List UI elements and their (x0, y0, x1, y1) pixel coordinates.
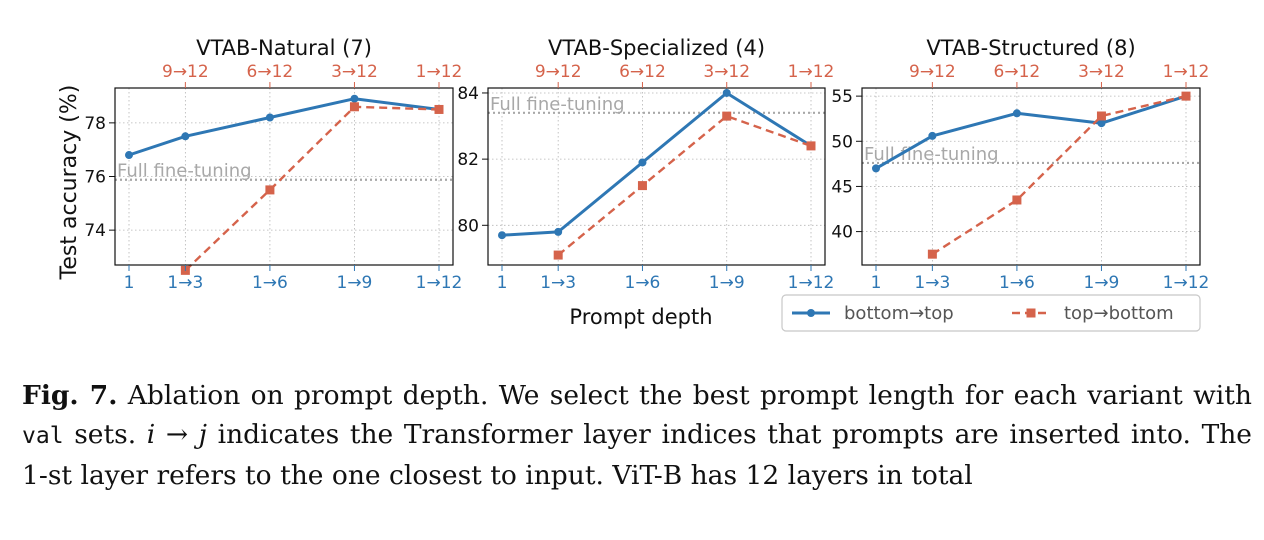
caption-math-i-to-j: i → j (146, 419, 207, 450)
plot-frame (487, 87, 826, 266)
x-tick-label-bottom: 1→6 (252, 273, 288, 293)
x-tick-label-top: 9→12 (909, 62, 956, 82)
y-tick-label: 45 (831, 177, 853, 197)
legend-marker-top-bottom (1026, 308, 1036, 318)
y-tick-label: 50 (831, 132, 853, 152)
x-tick-label-top: 1→12 (788, 62, 835, 82)
data-point-bottom-top (125, 151, 133, 160)
panel-1: 74 76 78 Full fine-tuning 1 1→3 1→6 1→9 1→12 9→12… (84, 36, 462, 293)
x-tick-label-bottom: 1 (124, 273, 135, 293)
panel-3: 40 45 50 55 Full fine-tuning 1 1→3 1→6 1→9 1→12 9→… (831, 36, 1209, 293)
y-tick-label: 74 (84, 221, 106, 241)
y-tick-label: 40 (831, 223, 853, 243)
x-tick-label-top: 9→12 (162, 62, 209, 82)
figure-caption: Fig. 7. Ablation on prompt depth. We sel… (22, 376, 1252, 495)
full-fine-tuning-label: Full fine-tuning (490, 94, 625, 115)
full-fine-tuning-label: Full fine-tuning (864, 144, 999, 165)
caption-code-val: val (22, 423, 64, 449)
data-point-bottom-top (498, 231, 506, 240)
data-point-top-bottom (1012, 195, 1022, 205)
x-tick-label-top: 3→12 (331, 62, 378, 82)
y-tick-label: 82 (457, 150, 479, 170)
plot-frame (861, 87, 1201, 266)
y-tick-label: 55 (831, 87, 853, 107)
legend-label-top-bottom: top→bottom (1064, 303, 1174, 324)
x-tick-label-bottom: 1→3 (914, 273, 950, 293)
legend: bottom→top top→bottom (781, 294, 1201, 332)
data-point-bottom-top (181, 132, 190, 141)
data-point-bottom-top (722, 88, 731, 97)
data-point-bottom-top (1012, 109, 1021, 118)
x-tick-label-bottom: 1→3 (540, 273, 576, 293)
x-tick-label-bottom: 1→9 (709, 273, 745, 293)
legend-marker-bottom-top (807, 309, 815, 317)
series-line-top-bottom (931, 94, 1187, 256)
legend-label-bottom-top: bottom→top (844, 303, 954, 324)
caption-text-part-3: indicates the Transformer layer indices … (22, 419, 1252, 491)
panel-title: VTAB-Natural (7) (196, 36, 372, 60)
figure: 74 76 78 Full fine-tuning 1 1→3 1→6 1→9 1→12 9→12… (57, 36, 1209, 332)
data-point-bottom-top (872, 164, 880, 173)
data-point-top-bottom (806, 141, 816, 151)
series-line-top-bottom (557, 114, 812, 257)
full-fine-tuning-label: Full fine-tuning (117, 161, 252, 182)
caption-figure-label: Fig. 7. (22, 380, 118, 411)
x-tick-label-bottom: 1→9 (1084, 273, 1120, 293)
legend-frame (781, 294, 1201, 332)
x-tick-label-top: 3→12 (703, 62, 750, 82)
x-tick-label-top: 6→12 (994, 62, 1041, 82)
data-point-top-bottom (637, 181, 647, 191)
x-tick-label-top: 6→12 (247, 62, 294, 82)
panel-title: VTAB-Structured (8) (926, 36, 1135, 60)
x-tick-label-bottom: 1 (497, 273, 508, 293)
x-tick-label-top: 3→12 (1078, 62, 1125, 82)
data-point-top-bottom (553, 250, 563, 260)
y-tick-label: 84 (457, 84, 479, 104)
data-point-top-bottom (722, 111, 732, 121)
y-axis-label: Test accuracy (%) (57, 85, 82, 281)
x-tick-label-top: 9→12 (535, 62, 582, 82)
x-tick-label-bottom: 1→9 (337, 273, 373, 293)
data-point-bottom-top (928, 131, 937, 140)
caption-text-part-2: sets. (63, 419, 147, 450)
plot-frame (114, 87, 454, 266)
x-tick-label-bottom: 1 (871, 273, 882, 293)
x-tick-label-bottom: 1→6 (625, 273, 661, 293)
panel-title: VTAB-Specialized (4) (548, 36, 765, 60)
data-point-top-bottom (349, 102, 359, 112)
data-point-top-bottom (1181, 91, 1191, 101)
data-point-top-bottom (1096, 111, 1106, 121)
x-tick-label-top: 1→12 (416, 62, 463, 82)
data-point-bottom-top (638, 158, 647, 167)
data-point-bottom-top (265, 113, 274, 122)
panel-2: 80 82 84 Full fine-tuning 1 1→3 1→6 1→9 1→12 9→12… (457, 36, 834, 293)
x-tick-label-bottom: 1→3 (167, 273, 203, 293)
data-point-top-bottom (265, 185, 275, 195)
y-tick-label: 80 (457, 216, 479, 236)
data-point-top-bottom (927, 249, 937, 259)
x-axis-label: Prompt depth (569, 305, 712, 329)
data-point-bottom-top (350, 94, 359, 103)
data-point-bottom-top (1097, 119, 1106, 128)
data-point-top-bottom (434, 104, 444, 114)
series-line-top-bottom (184, 105, 440, 272)
x-tick-label-bottom: 1→6 (999, 273, 1035, 293)
x-tick-label-top: 6→12 (619, 62, 666, 82)
data-point-bottom-top (554, 227, 563, 236)
x-tick-label-bottom: 1→12 (1163, 273, 1210, 293)
x-tick-label-top: 1→12 (1163, 62, 1210, 82)
x-tick-label-bottom: 1→12 (416, 273, 463, 293)
x-tick-label-bottom: 1→12 (788, 273, 835, 293)
y-tick-label: 76 (84, 168, 106, 188)
y-tick-label: 78 (84, 114, 106, 134)
caption-text-part-1: Ablation on prompt depth. We select the … (117, 380, 1252, 411)
